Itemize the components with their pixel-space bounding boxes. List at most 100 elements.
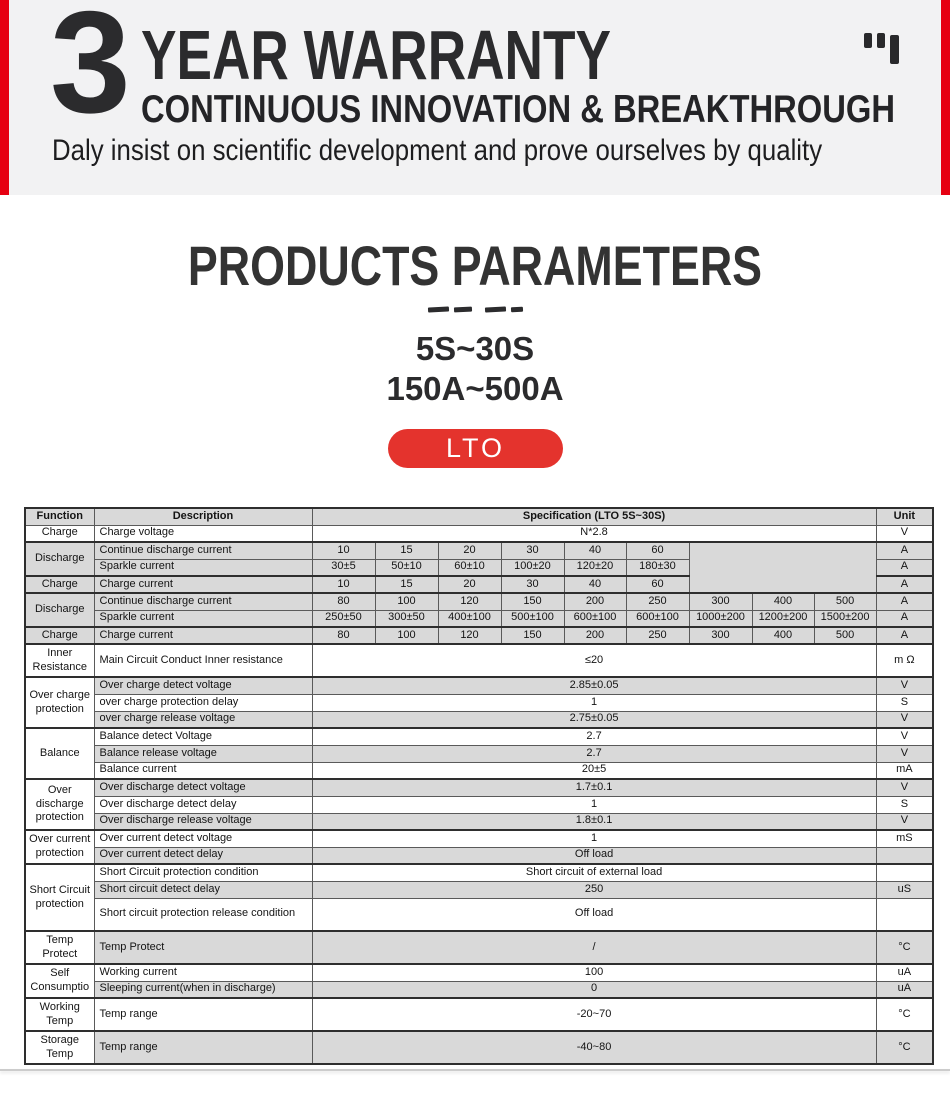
spec-cell: 300 bbox=[688, 626, 753, 645]
table-row: Over current protection Over current dete… bbox=[24, 829, 934, 865]
unit-cell: V bbox=[875, 778, 934, 797]
spec-cell: 2.75±0.05 bbox=[311, 710, 877, 729]
spec-cell: 30 bbox=[500, 575, 565, 594]
table-row: Discharge Continue discharge current 80 100… bbox=[24, 592, 934, 628]
strike-dash bbox=[453, 306, 472, 313]
spec-cell: 60 bbox=[625, 575, 690, 594]
table-row: Discharge Continue discharge current 10 15 2… bbox=[24, 541, 934, 594]
spec-cell: 100 bbox=[311, 963, 877, 982]
function-cell: Discharge bbox=[24, 592, 95, 628]
spec-cell: -40~80 bbox=[311, 1030, 877, 1065]
table-row: Over discharge protection Over discharge … bbox=[24, 778, 934, 831]
function-cell: Balance bbox=[24, 727, 95, 780]
spec-cell: ≤20 bbox=[311, 643, 877, 678]
spec-cell: 100 bbox=[374, 626, 439, 645]
spec-cell: 300 bbox=[688, 592, 753, 611]
spec-cell: 120±20 bbox=[563, 558, 627, 577]
spec-cell: 1 bbox=[311, 795, 877, 814]
unit-cell: A bbox=[875, 575, 934, 594]
unit-cell bbox=[875, 897, 934, 932]
quote-bar-icon bbox=[877, 33, 885, 48]
unit-cell: uS bbox=[875, 880, 934, 899]
spec-cell: 10 bbox=[311, 541, 376, 560]
unit-cell: A bbox=[875, 626, 934, 645]
description-cell: Sparkle current bbox=[93, 558, 313, 577]
quote-bar-icon bbox=[864, 33, 872, 48]
description-cell: Continue discharge current bbox=[93, 592, 313, 611]
table-row: Sleeping current(when in discharge) 0 uA bbox=[25, 980, 934, 999]
spec-cell: 180±30 bbox=[625, 558, 690, 577]
strike-dash bbox=[510, 306, 523, 313]
table-header-row: Function Description Specification (LTO 5S… bbox=[24, 507, 934, 526]
unit-cell: mS bbox=[875, 829, 934, 848]
table-row: Working Temp Temp range -20~70 °C bbox=[24, 997, 934, 1032]
red-accent-bar-left bbox=[0, 0, 9, 195]
function-cell: Temp Protect bbox=[24, 930, 95, 965]
spec-cell: 20±5 bbox=[311, 761, 877, 780]
spec-cell: 250 bbox=[625, 626, 690, 645]
spec-cell: 250 bbox=[311, 880, 877, 899]
spec-cell: 1 bbox=[311, 693, 877, 712]
description-cell: over charge release voltage bbox=[93, 710, 313, 729]
table-row: Over discharge release voltage 1.8±0.1 V bbox=[25, 812, 934, 831]
function-cell: Charge bbox=[24, 575, 95, 594]
quote-marks-icon bbox=[864, 33, 899, 64]
spec-cell: 2.7 bbox=[311, 744, 877, 763]
table-row: Over charge protection Over charge detect… bbox=[24, 676, 934, 729]
current-range-text: 150A~500A bbox=[386, 370, 564, 407]
unit-cell: A bbox=[875, 558, 934, 577]
unit-cell: A bbox=[875, 541, 934, 560]
spec-cell: 500±100 bbox=[500, 609, 565, 628]
warranty-tagline: Daly insist on scientific development an… bbox=[52, 134, 823, 167]
unit-cell: uA bbox=[875, 980, 934, 999]
spec-cell: 400±100 bbox=[437, 609, 502, 628]
spec-cell: / bbox=[311, 930, 877, 965]
table-row: Charge Charge current 10 15 20 30 40 60 A bbox=[24, 575, 934, 594]
function-cell: Self Consumptio bbox=[24, 963, 95, 999]
spec-cell: 1.7±0.1 bbox=[311, 778, 877, 797]
description-cell: Sleeping current(when in discharge) bbox=[93, 980, 313, 999]
strikethrough-marks bbox=[0, 306, 950, 313]
unit-cell: uA bbox=[875, 963, 934, 982]
unit-cell: A bbox=[875, 592, 934, 611]
spec-cell: 40 bbox=[563, 541, 627, 560]
function-cell: Storage Temp bbox=[24, 1030, 95, 1065]
strike-dash bbox=[484, 306, 506, 313]
spec-cell: 30±5 bbox=[311, 558, 376, 577]
spec-cell: Specification (LTO 5S~30S) bbox=[311, 507, 877, 526]
description-cell: Temp Protect bbox=[93, 930, 313, 965]
unit-cell: V bbox=[875, 727, 934, 746]
bottom-divider bbox=[0, 1069, 950, 1071]
spec-cell: 60 bbox=[625, 541, 690, 560]
spec-cell: Off load bbox=[311, 846, 877, 865]
table-row: Temp Protect Temp Protect / °C bbox=[24, 930, 934, 965]
spec-cell: 1000±200 bbox=[688, 609, 753, 628]
description-cell: Main Circuit Conduct Inner resistance bbox=[93, 643, 313, 678]
function-cell: Over charge protection bbox=[24, 676, 95, 729]
unit-cell: V bbox=[875, 812, 934, 831]
description-cell: Over discharge release voltage bbox=[93, 812, 313, 831]
table-row: Over current detect delay Off load bbox=[25, 846, 934, 865]
spec-cell: 600±100 bbox=[625, 609, 690, 628]
unit-cell: °C bbox=[875, 930, 934, 965]
spec-cell: 80 bbox=[311, 626, 376, 645]
unit-cell: V bbox=[875, 710, 934, 729]
unit-cell: S bbox=[875, 693, 934, 712]
description-cell: Temp range bbox=[93, 997, 313, 1032]
description-cell: over charge protection delay bbox=[93, 693, 313, 712]
spec-cell: 300±50 bbox=[374, 609, 439, 628]
unit-cell: m Ω bbox=[875, 643, 934, 678]
table-row: Charge Charge current 80 100 120 150 200 250 300… bbox=[24, 626, 934, 645]
spec-cell: Off load bbox=[311, 897, 877, 932]
description-cell: Charge current bbox=[93, 626, 313, 645]
unit-cell bbox=[875, 846, 934, 865]
function-cell: Over current protection bbox=[24, 829, 95, 865]
spec-cell: 600±100 bbox=[563, 609, 627, 628]
warranty-years: 3 bbox=[50, 0, 131, 143]
description-cell: Charge current bbox=[93, 575, 313, 594]
spec-cell: 250 bbox=[625, 592, 690, 611]
function-cell: Over discharge protection bbox=[24, 778, 95, 831]
description-cell: Over discharge detect voltage bbox=[93, 778, 313, 797]
description-cell: Over current detect delay bbox=[93, 846, 313, 865]
